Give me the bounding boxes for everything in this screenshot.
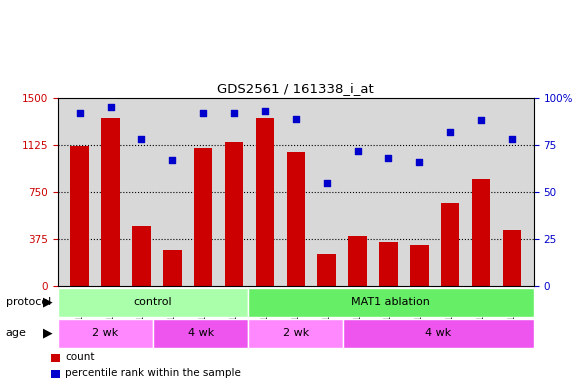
Title: GDS2561 / 161338_i_at: GDS2561 / 161338_i_at bbox=[218, 82, 374, 95]
Bar bbox=[58, 319, 153, 348]
Point bbox=[260, 108, 270, 114]
Text: control: control bbox=[134, 297, 172, 308]
Point bbox=[230, 110, 239, 116]
Bar bbox=[70, 146, 89, 286]
Point bbox=[168, 157, 177, 163]
Text: MAT1 ablation: MAT1 ablation bbox=[351, 297, 430, 308]
Bar bbox=[102, 118, 119, 286]
Bar bbox=[225, 142, 243, 286]
Bar bbox=[248, 319, 343, 348]
Bar bbox=[287, 152, 305, 286]
Point bbox=[384, 155, 393, 161]
Bar bbox=[349, 236, 367, 286]
Text: protocol: protocol bbox=[6, 297, 51, 308]
Text: 2 wk: 2 wk bbox=[282, 328, 309, 338]
Bar bbox=[153, 319, 248, 348]
Bar bbox=[343, 319, 534, 348]
Text: 4 wk: 4 wk bbox=[425, 328, 452, 338]
Point bbox=[415, 159, 424, 165]
Bar bbox=[51, 354, 60, 362]
Point bbox=[198, 110, 208, 116]
Text: age: age bbox=[6, 328, 27, 338]
Bar bbox=[472, 179, 490, 286]
Point bbox=[106, 104, 115, 111]
Point bbox=[75, 110, 84, 116]
Bar bbox=[132, 226, 151, 286]
Point bbox=[476, 118, 485, 124]
Bar bbox=[163, 250, 182, 286]
Text: ▶: ▶ bbox=[43, 327, 52, 339]
Bar bbox=[379, 242, 398, 286]
Bar bbox=[58, 288, 248, 317]
Bar bbox=[256, 118, 274, 286]
Point bbox=[508, 136, 517, 142]
Text: percentile rank within the sample: percentile rank within the sample bbox=[65, 368, 241, 378]
Bar bbox=[410, 245, 429, 286]
Bar bbox=[503, 230, 521, 286]
Bar bbox=[51, 370, 60, 378]
Bar bbox=[248, 288, 534, 317]
Text: 4 wk: 4 wk bbox=[187, 328, 214, 338]
Bar bbox=[441, 203, 459, 286]
Point bbox=[137, 136, 146, 142]
Text: ▶: ▶ bbox=[43, 296, 52, 309]
Point bbox=[353, 147, 362, 154]
Point bbox=[322, 180, 331, 186]
Text: 2 wk: 2 wk bbox=[92, 328, 119, 338]
Bar bbox=[317, 254, 336, 286]
Point bbox=[445, 129, 455, 135]
Point bbox=[291, 116, 300, 122]
Bar bbox=[194, 148, 212, 286]
Text: count: count bbox=[65, 353, 95, 362]
